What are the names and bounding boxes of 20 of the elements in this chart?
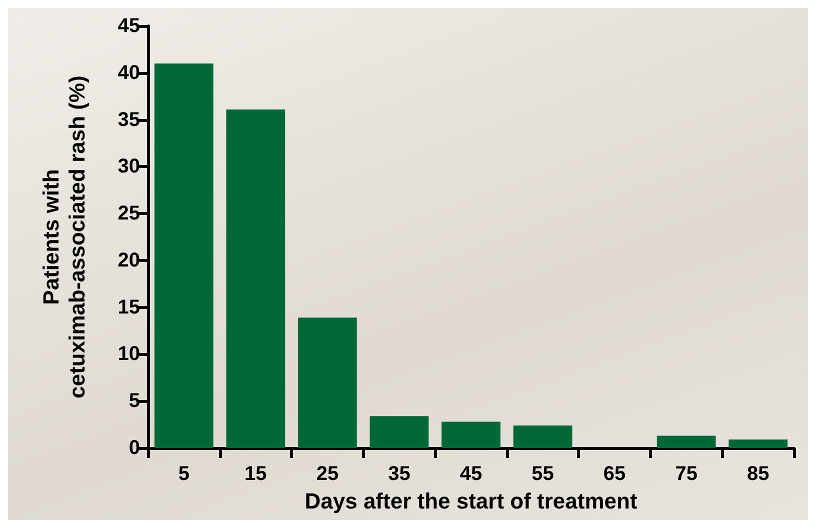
y-axis-title: Patients with cetuximab-associated rash (%) — [38, 76, 90, 398]
x-tick-label: 15 — [244, 463, 267, 485]
x-tick-label: 75 — [675, 463, 698, 485]
y-tick-label: 45 — [118, 15, 140, 37]
y-tick-label: 0 — [128, 437, 140, 459]
x-tick-label: 35 — [388, 463, 410, 485]
y-tick-label: 35 — [118, 108, 140, 131]
y-tick-label: 15 — [118, 296, 140, 318]
y-tick-label: 25 — [118, 202, 140, 225]
y-tick-label: 10 — [118, 343, 140, 366]
x-tick-label: 45 — [460, 463, 482, 485]
x-tick-label: 85 — [746, 463, 770, 485]
x-tick-label: 25 — [316, 463, 339, 485]
y-tick-label: 40 — [118, 62, 140, 84]
x-tick-label: 65 — [603, 463, 626, 485]
y-tick-label: 20 — [118, 249, 140, 272]
x-tick-label: 55 — [532, 463, 554, 485]
x-tick-label: 5 — [178, 463, 190, 485]
y-tick-label: 30 — [118, 156, 140, 178]
x-axis-title: Days after the start of treatment — [304, 488, 638, 514]
